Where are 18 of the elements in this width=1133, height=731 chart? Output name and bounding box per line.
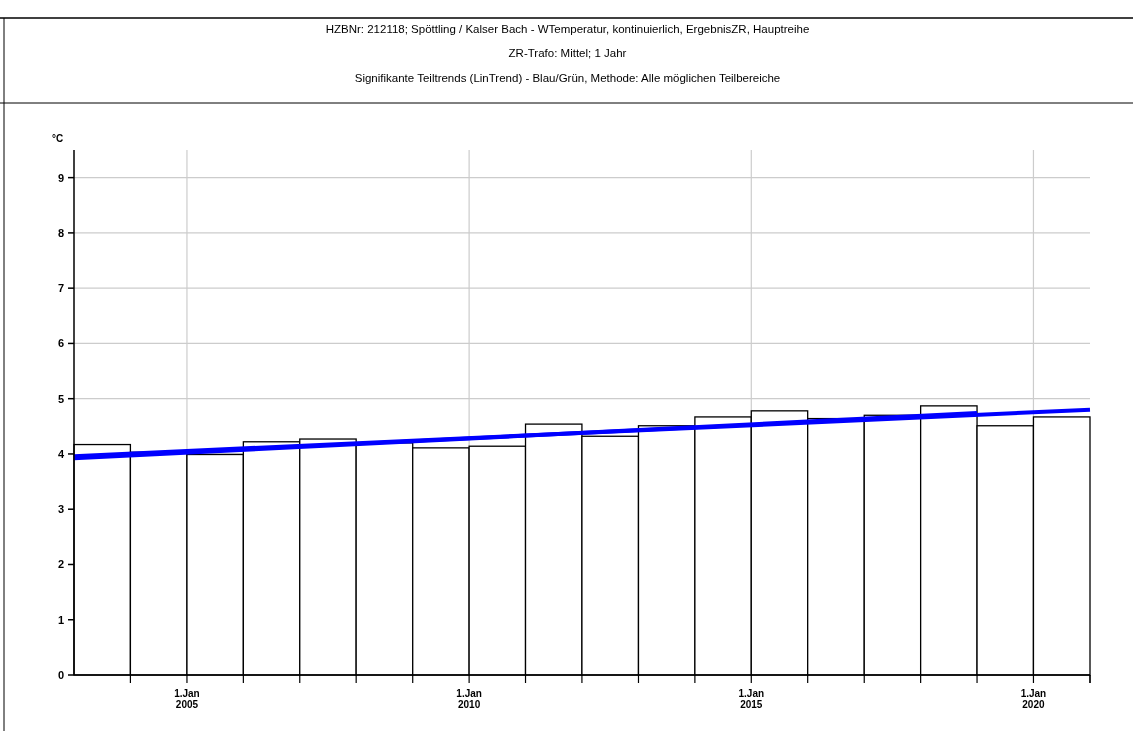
- y-tick-label: 7: [57, 282, 64, 295]
- x-tick-label: 1.Jan 2010: [456, 688, 482, 710]
- y-tick-label: 2: [57, 558, 64, 571]
- chart-title: HZBNr: 212118; Spöttling / Kalser Bach - WTemperatur, kontinuierlich, ErgebnisZR, Hauptreihe: [325, 23, 810, 35]
- y-tick-label: 1: [57, 613, 64, 626]
- chart-subtitle: ZR-Trafo: Mittel; 1 Jahr: [508, 47, 627, 59]
- text: Signifikante Teiltrends (LinTrend) - Blau/Grün, Methode: Alle möglichen Teilbereiche: [354, 72, 781, 84]
- y-tick-label: 9: [57, 171, 64, 184]
- y-tick-label: 8: [57, 226, 64, 239]
- y-tick-label: 4: [57, 447, 65, 460]
- x-tick-label: 1.Jan 2015: [738, 688, 765, 710]
- y-tick-label: 3: [57, 503, 64, 516]
- y-axis-title: °C: [52, 133, 64, 144]
- y-tick-label: 0: [57, 669, 64, 681]
- y-tick-label: 6: [57, 337, 64, 350]
- x-tick-label: 1.Jan 2020: [1020, 688, 1047, 710]
- y-tick-label: 5: [57, 392, 64, 405]
- x-tick-label: 1.Jan 2005: [174, 688, 200, 710]
